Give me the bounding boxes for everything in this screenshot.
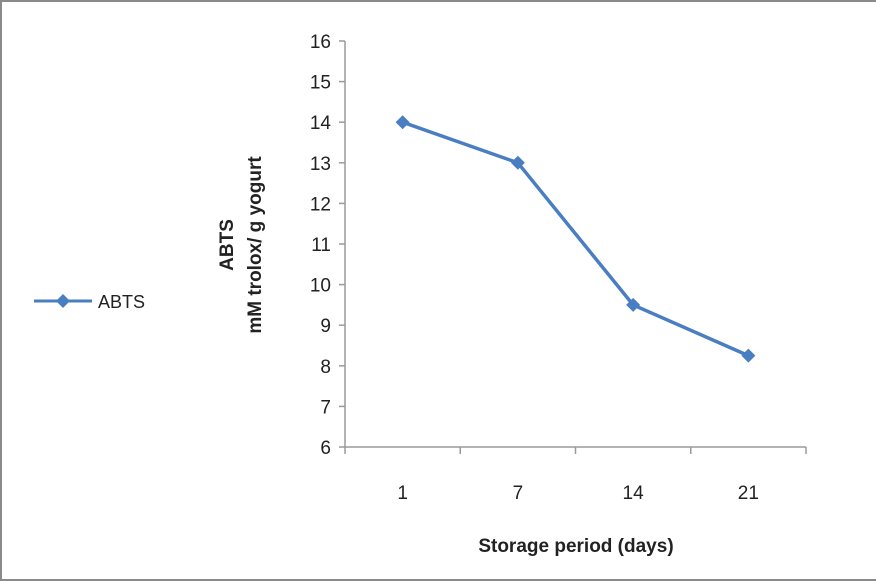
y-tick-label: 11 bbox=[311, 235, 331, 256]
y-tick-label: 6 bbox=[320, 438, 331, 459]
data-point-marker bbox=[741, 348, 756, 363]
y-axis: 6 7 8 9 10 11 12 13 14 15 16 bbox=[310, 32, 346, 459]
legend-diamond-marker bbox=[56, 294, 70, 308]
y-tick-label: 13 bbox=[310, 154, 331, 175]
y-tick-label: 10 bbox=[310, 276, 331, 297]
y-tick-label: 16 bbox=[310, 32, 331, 53]
x-tick-label: 21 bbox=[738, 483, 759, 504]
legend: ABTS bbox=[34, 292, 145, 312]
plot-area bbox=[395, 115, 756, 363]
data-point-marker bbox=[395, 115, 410, 130]
x-tick-label: 14 bbox=[623, 483, 645, 504]
x-axis-title: Storage period (days) bbox=[478, 536, 673, 557]
y-tick-label: 9 bbox=[320, 316, 331, 337]
y-axis-title-line2: mM trolox/ g yogurt bbox=[245, 156, 266, 334]
x-tick-label: 7 bbox=[513, 483, 524, 504]
y-tick-label: 15 bbox=[310, 73, 331, 94]
y-axis-title-line1: ABTS bbox=[217, 219, 238, 271]
y-tick-label: 14 bbox=[310, 113, 332, 134]
y-tick-label: 8 bbox=[320, 357, 331, 378]
data-point-marker bbox=[510, 155, 525, 170]
legend-label: ABTS bbox=[98, 292, 145, 312]
y-axis-title: ABTS mM trolox/ g yogurt bbox=[217, 156, 266, 334]
y-tick-label: 7 bbox=[320, 397, 331, 418]
data-point-marker bbox=[626, 297, 641, 312]
x-axis: 1 7 14 21 bbox=[344, 446, 807, 504]
y-tick-label: 12 bbox=[310, 194, 331, 215]
series-line-abts bbox=[402, 120, 750, 358]
x-tick-label: 1 bbox=[397, 483, 408, 504]
